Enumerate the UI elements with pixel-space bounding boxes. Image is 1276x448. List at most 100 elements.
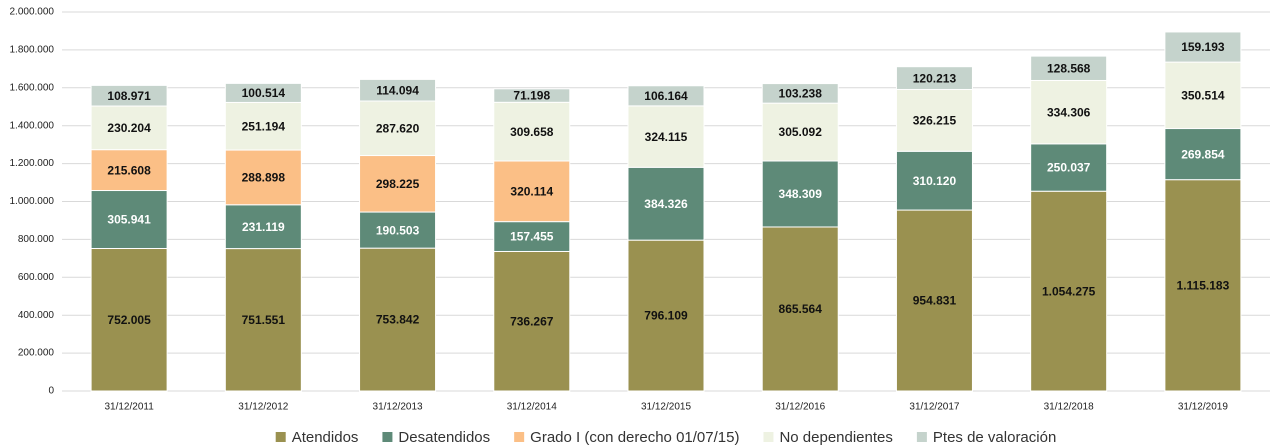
y-tick-label: 1.400.000 xyxy=(10,120,55,131)
bar-segment xyxy=(761,83,839,104)
bar-segment xyxy=(493,160,571,223)
legend-swatch xyxy=(275,432,286,442)
data-label: 287.620 xyxy=(376,121,420,135)
bar-segment xyxy=(761,160,839,228)
data-label: 231.119 xyxy=(242,220,285,234)
bar-segment xyxy=(627,166,705,241)
data-label: 348.309 xyxy=(779,187,823,201)
data-label: 298.225 xyxy=(376,177,420,191)
x-tick-label: 31/12/2014 xyxy=(507,402,557,413)
bar-segment xyxy=(627,85,705,107)
bar-segment xyxy=(1030,190,1108,392)
legend-label: Desatendidos xyxy=(398,429,490,446)
y-tick-label: 200.000 xyxy=(18,348,55,359)
data-label: 309.658 xyxy=(510,125,554,139)
y-tick-label: 0 xyxy=(48,386,54,397)
data-label: 190.503 xyxy=(376,223,420,237)
data-label: 324.115 xyxy=(645,130,688,144)
y-tick-label: 1.200.000 xyxy=(10,158,55,169)
data-label: 288.898 xyxy=(242,171,286,185)
bar-segment xyxy=(493,250,571,392)
data-label: 128.568 xyxy=(1047,61,1091,75)
x-tick-label: 31/12/2018 xyxy=(1044,402,1094,413)
bar-segment xyxy=(761,226,839,392)
bar-segment xyxy=(493,221,571,252)
legend-label: Ptes de valoración xyxy=(933,429,1056,446)
bar-segment xyxy=(359,211,437,249)
legend-swatch xyxy=(514,432,525,442)
data-label: 120.213 xyxy=(913,71,957,85)
data-label: 159.193 xyxy=(1181,40,1225,54)
data-label: 114.094 xyxy=(376,83,419,97)
x-tick-label: 31/12/2011 xyxy=(104,402,154,413)
data-label: 157.455 xyxy=(510,230,554,244)
data-label: 305.941 xyxy=(107,213,151,227)
bar-segment xyxy=(224,82,302,103)
bar-segment xyxy=(224,204,302,250)
legend-swatch xyxy=(382,432,393,442)
data-label: 230.204 xyxy=(107,121,151,135)
bar-segment xyxy=(1164,61,1242,130)
bar-segment xyxy=(90,247,168,392)
data-label: 752.005 xyxy=(107,313,151,327)
legend-swatch xyxy=(763,432,774,442)
data-label: 269.854 xyxy=(1181,147,1225,161)
data-label: 100.514 xyxy=(242,86,286,100)
data-label: 108.971 xyxy=(107,89,151,103)
bar-segment xyxy=(224,149,302,206)
bar-segment xyxy=(359,78,437,102)
data-label: 865.564 xyxy=(779,302,823,316)
x-tick-label: 31/12/2013 xyxy=(373,402,423,413)
data-label: 736.267 xyxy=(510,314,554,328)
data-label: 1.054.275 xyxy=(1042,284,1096,298)
bar-segment xyxy=(761,102,839,162)
data-label: 103.238 xyxy=(779,87,823,101)
x-tick-label: 31/12/2015 xyxy=(641,402,691,413)
data-label: 954.831 xyxy=(913,294,957,308)
bar-segment xyxy=(90,105,168,151)
legend-swatch xyxy=(916,432,927,442)
data-label: 215.608 xyxy=(107,163,151,177)
legend-label: Atendidos xyxy=(292,429,359,446)
x-tick-label: 31/12/2017 xyxy=(909,402,959,413)
bar-segment xyxy=(493,101,571,162)
legend-label: No dependientes xyxy=(779,429,892,446)
y-tick-label: 2.000.000 xyxy=(10,7,55,18)
bar-segment xyxy=(224,248,302,392)
bar-segment xyxy=(895,88,973,152)
bar-segment xyxy=(1030,79,1108,145)
data-label: 305.092 xyxy=(779,125,823,139)
bar-segment xyxy=(1030,55,1108,81)
bar-segment xyxy=(359,247,437,392)
legend-label: Grado I (con derecho 01/07/15) xyxy=(530,429,739,446)
data-label: 326.215 xyxy=(913,114,957,128)
data-label: 250.037 xyxy=(1047,161,1091,175)
y-tick-label: 1.000.000 xyxy=(10,196,55,207)
bar-segment xyxy=(627,105,705,168)
bar-segment xyxy=(90,84,168,107)
bar-segment xyxy=(895,209,973,392)
bar-segment xyxy=(493,88,571,103)
x-tick-label: 31/12/2019 xyxy=(1178,402,1228,413)
y-tick-label: 1.600.000 xyxy=(10,82,55,93)
data-label: 350.514 xyxy=(1181,88,1225,102)
data-label: 796.109 xyxy=(644,309,688,323)
bar-segment xyxy=(1164,128,1242,181)
bar-segment xyxy=(627,239,705,392)
x-tick-label: 31/12/2016 xyxy=(775,402,825,413)
data-label: 384.326 xyxy=(644,197,688,211)
data-label: 1.115.183 xyxy=(1177,279,1230,293)
y-tick-label: 400.000 xyxy=(18,310,55,321)
data-label: 71.198 xyxy=(513,89,550,103)
y-tick-label: 1.800.000 xyxy=(10,45,55,56)
bar-segment xyxy=(90,190,168,249)
data-label: 251.194 xyxy=(242,119,286,133)
data-label: 334.306 xyxy=(1047,105,1091,119)
bar-segment xyxy=(895,66,973,90)
data-label: 106.164 xyxy=(644,89,688,103)
y-tick-label: 800.000 xyxy=(18,234,55,245)
bar-segment xyxy=(224,101,302,151)
data-label: 751.551 xyxy=(242,313,286,327)
bar-segment xyxy=(90,149,168,192)
